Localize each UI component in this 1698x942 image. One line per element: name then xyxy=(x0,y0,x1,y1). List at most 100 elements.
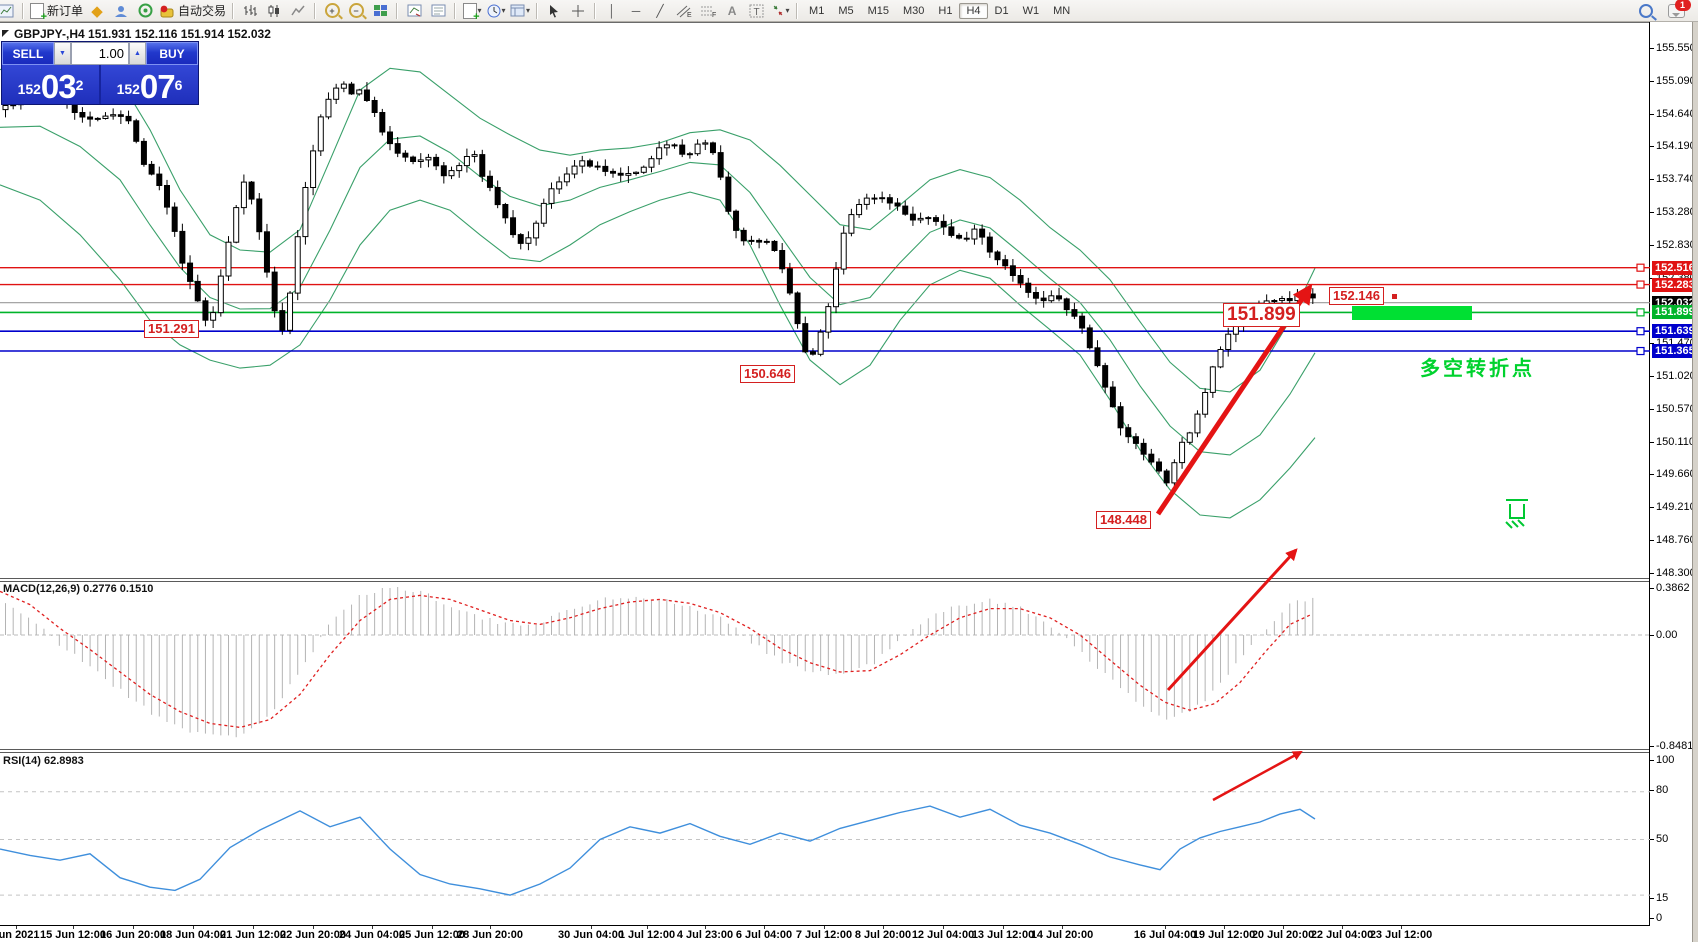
timeframe-w1[interactable]: W1 xyxy=(1022,4,1040,17)
date-label: 16 Jul 04:00 xyxy=(1133,929,1197,941)
sell-button[interactable]: SELL xyxy=(2,42,54,65)
symbol-ohlc-line: GBPJPY-,H4 151.931 152.116 151.914 152.0… xyxy=(14,27,271,41)
timeframe-m1[interactable]: M1 xyxy=(809,4,825,17)
chart-area[interactable]: GBPJPY-,H4 151.931 152.116 151.914 152.0… xyxy=(0,22,1698,942)
date-tick xyxy=(1342,926,1343,929)
price-axis[interactable]: 155.550 155.090 154.640 154.190 153.740 153.2… xyxy=(1650,22,1698,942)
axis-tick xyxy=(1650,918,1654,919)
candlestick-chart-icon[interactable] xyxy=(262,2,286,20)
toolbar-separator xyxy=(454,2,457,19)
fibonacci-tool[interactable]: F xyxy=(696,2,720,20)
axis-tick-label: 152.830 xyxy=(1656,238,1696,251)
clock-icon xyxy=(487,4,501,17)
zoom-in-icon[interactable]: + xyxy=(320,2,344,20)
volume-input[interactable]: 1.00 xyxy=(71,42,129,65)
axis-tick xyxy=(1650,441,1654,443)
volume-decrease-button[interactable]: ▼ xyxy=(54,42,71,65)
one-click-toggle[interactable] xyxy=(2,30,9,37)
axis-tick-label: 148.300 xyxy=(1656,566,1696,579)
price-annotation[interactable]: 151.899 xyxy=(1223,303,1300,327)
vline-tool[interactable]: │ xyxy=(608,3,616,18)
axis-tick xyxy=(1650,48,1654,49)
turning-point-note[interactable]: 多空转折点 xyxy=(1420,358,1535,380)
line-chart-icon[interactable] xyxy=(286,2,310,20)
price-annotation[interactable]: 151.291 xyxy=(144,320,199,338)
date-tick xyxy=(1283,926,1284,929)
trendline-tool[interactable]: ╱ xyxy=(656,3,664,18)
new-order-icon: + xyxy=(30,2,47,22)
axis-tick xyxy=(1650,588,1654,589)
data-window-icon[interactable] xyxy=(426,2,450,20)
crosshair-tool[interactable] xyxy=(566,2,590,20)
new-order-button[interactable]: + 新订单 xyxy=(28,2,85,22)
cursor-tool[interactable] xyxy=(542,2,566,20)
autotrade-button[interactable]: 自动交易 xyxy=(157,2,228,20)
zoom-out-icon[interactable]: − xyxy=(344,2,368,20)
signals-icon[interactable] xyxy=(133,2,157,20)
new-chart-button[interactable]: + ▾ xyxy=(460,2,484,22)
timeframe-h1[interactable]: H1 xyxy=(938,4,953,17)
chart-window-icon[interactable] xyxy=(0,2,18,20)
buy-button[interactable]: BUY xyxy=(146,42,198,65)
toolbar-separator xyxy=(536,2,539,19)
price-tag: 152.283 xyxy=(1652,277,1698,292)
axis-tick-label: 149.660 xyxy=(1656,468,1696,481)
timeframe-m30[interactable]: M30 xyxy=(903,4,925,17)
date-label: 4 Jul 23:00 xyxy=(676,929,734,941)
template-button[interactable]: ▾ xyxy=(508,2,532,20)
accounts-icon[interactable] xyxy=(109,2,133,20)
axis-tick xyxy=(1650,244,1654,246)
toolbar-separator xyxy=(22,2,24,19)
sell-price-display[interactable]: 152 03 2 xyxy=(2,65,99,104)
buy-price-display[interactable]: 152 07 6 xyxy=(101,65,198,104)
date-tick xyxy=(490,926,491,929)
svg-text:T: T xyxy=(753,7,759,18)
axis-tick xyxy=(1650,81,1654,83)
date-tick xyxy=(253,926,254,929)
timeframe-mn[interactable]: MN xyxy=(1053,4,1071,17)
date-tick xyxy=(193,926,194,929)
axis-tick xyxy=(1650,572,1654,574)
bar-chart-icon[interactable] xyxy=(238,2,262,20)
date-label: 12 Jul 04:00 xyxy=(911,929,975,941)
indicator-list-icon[interactable] xyxy=(402,2,426,20)
text-tool[interactable]: A xyxy=(727,3,737,18)
annotation-handle[interactable] xyxy=(1392,294,1397,299)
axis-tick xyxy=(1650,746,1654,747)
deposit-icon[interactable]: ◆ xyxy=(91,2,103,20)
sell-price-point: 2 xyxy=(75,77,84,93)
autotrade-label: 自动交易 xyxy=(178,4,227,18)
axis-tick-label: 154.190 xyxy=(1656,140,1696,153)
buy-price-base: 152 xyxy=(116,81,140,97)
chat-icon[interactable]: 1 xyxy=(1664,0,1691,20)
axis-tick xyxy=(1650,343,1654,345)
channel-tool[interactable]: E xyxy=(672,2,696,20)
axis-tick-label: 150.110 xyxy=(1656,435,1695,448)
chart-canvas[interactable] xyxy=(0,22,1650,926)
text-label-tool[interactable]: T xyxy=(744,2,768,20)
timeframe-d1[interactable]: D1 xyxy=(994,4,1009,17)
search-icon[interactable] xyxy=(1634,2,1658,20)
volume-increase-button[interactable]: ▲ xyxy=(129,42,146,65)
date-tick xyxy=(943,926,944,929)
price-annotation[interactable]: 150.646 xyxy=(740,365,795,383)
price-annotation[interactable]: 152.146 xyxy=(1329,287,1384,305)
price-annotation[interactable]: 148.448 xyxy=(1096,511,1151,529)
price-tag: 151.639 xyxy=(1652,324,1698,339)
timeframe-h4[interactable]: H4 xyxy=(959,2,988,19)
axis-tick xyxy=(1650,146,1654,148)
timeframe-m15[interactable]: M15 xyxy=(867,4,890,17)
sell-price-base: 152 xyxy=(17,81,41,97)
axis-tick xyxy=(1650,898,1654,899)
date-tick xyxy=(372,926,373,929)
timeframe-m5[interactable]: M5 xyxy=(838,4,854,17)
tile-windows-icon[interactable] xyxy=(368,2,392,20)
period-clock-button[interactable]: ▾ xyxy=(484,2,508,20)
buy-price-point: 6 xyxy=(174,77,183,93)
date-tick xyxy=(591,926,592,929)
arrows-tool[interactable]: ▾ xyxy=(768,2,792,20)
hline-tool[interactable]: ─ xyxy=(631,3,641,18)
date-tick xyxy=(432,926,433,929)
macd-tick-label: -0.8481 xyxy=(1656,740,1694,752)
